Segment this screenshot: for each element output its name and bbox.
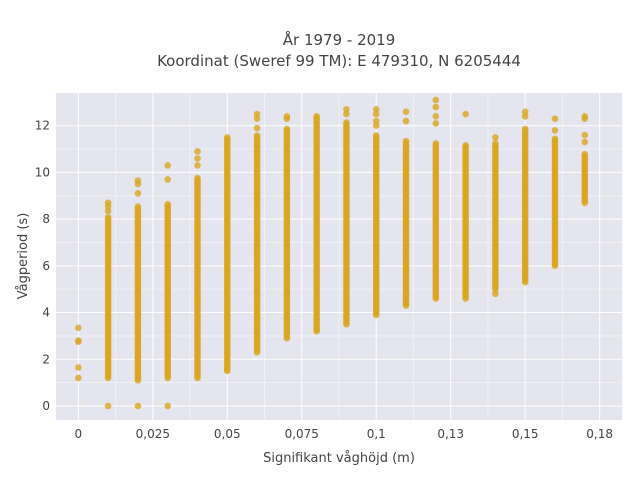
data-point [253,124,261,132]
data-point [521,125,529,133]
data-point [194,148,201,155]
data-point [253,110,261,118]
data-point [104,207,112,215]
data-point [432,140,440,147]
data-point [134,203,142,210]
data-point [104,402,112,410]
data-point [104,199,112,207]
data-point [492,290,499,298]
data-point [343,119,350,126]
data-point [372,110,380,118]
data-point [343,106,350,113]
x-axis-title: Signifikant våghöjd (m) [263,451,415,466]
x-tick-labels: 0 0,025 0,05 0,075 0,1 0,13 0,15 0,18 [75,427,613,441]
data-point [104,213,112,221]
data-point [253,115,261,122]
y-tick-labels: 0 2 4 6 8 10 12 [35,119,50,413]
data-point [551,127,559,134]
data-point [581,131,589,139]
data-point [462,110,469,118]
y-tick-label: 2 [42,352,50,366]
data-points [75,96,589,410]
data-point [372,132,380,139]
data-point [343,110,350,118]
data-point [223,134,231,141]
data-point [432,113,440,120]
x-tick-label: 0,1 [367,427,386,441]
chart-title-line-1: År 1979 - 2019 [283,30,396,49]
data-point [372,106,380,113]
data-point [521,108,529,115]
x-tick-label: 0 [75,427,83,441]
x-tick-label: 0,075 [285,427,319,441]
data-point [194,155,201,162]
x-tick-label: 0,15 [512,427,539,441]
data-point [462,142,469,149]
data-point [164,200,172,208]
x-tick-label: 0,05 [214,427,241,441]
x-tick-label: 0,18 [586,427,613,441]
data-point [432,96,440,104]
data-point [164,162,172,169]
data-point [581,138,589,146]
chart-title-line-2: Koordinat (Sweref 99 TM): E 479310, N 62… [157,52,521,70]
x-tick-label: 0,025 [136,427,170,441]
data-point [551,135,559,143]
data-point [164,402,172,410]
data-point [551,115,559,122]
data-point [283,113,291,120]
data-point [372,117,380,125]
data-point [521,113,529,120]
data-point [581,150,589,158]
data-point [164,176,172,183]
data-point [581,113,589,120]
data-point [372,122,380,129]
y-tick-label: 8 [42,212,50,226]
y-tick-label: 10 [35,165,50,179]
data-point [134,402,142,410]
data-point [432,120,440,127]
data-point [194,162,201,169]
y-tick-label: 6 [42,259,50,273]
x-tick-label: 0,13 [437,427,464,441]
data-point [194,174,201,182]
data-point [492,134,499,141]
data-point [75,337,82,344]
data-point [134,190,142,197]
data-point [313,113,320,120]
data-point [402,108,410,115]
data-point [432,103,440,111]
y-tick-label: 0 [42,399,50,413]
data-point [283,125,291,133]
data-point [134,177,142,184]
data-point [402,137,410,145]
data-point [75,374,82,382]
y-axis-title: Vågperiod (s) [16,213,31,300]
data-point [402,117,410,125]
data-point [75,364,82,371]
y-tick-label: 12 [35,119,50,133]
data-point [253,132,261,139]
y-tick-label: 4 [42,306,50,320]
data-point [75,324,82,332]
data-point [492,140,499,147]
